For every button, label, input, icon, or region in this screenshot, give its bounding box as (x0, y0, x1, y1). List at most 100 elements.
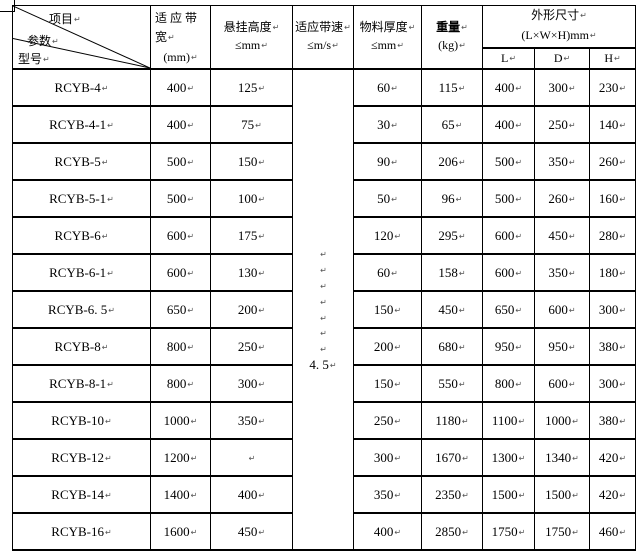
paragraph-mark: ↵ (619, 231, 627, 241)
paragraph-mark: ↵ (258, 379, 266, 389)
bandwidth-cell-value: 1200 (163, 449, 190, 465)
hang-height-cell: 200↵ (210, 290, 293, 329)
bandwidth-cell-value: 500 (166, 153, 187, 169)
dim-h-cell: 140↵ (588, 105, 637, 144)
thickness-cell: 50↵ (353, 179, 422, 218)
paragraph-mark: ↵ (515, 194, 523, 204)
dim-l-cell: 1750↵ (482, 512, 535, 551)
thickness-cell-value: 400 (373, 523, 394, 539)
dim-h-cell: 280↵ (588, 216, 637, 255)
header-material-thickness: 物料厚度↵ ≤mm↵ (353, 5, 422, 70)
weight-cell: 96↵ (421, 179, 483, 218)
hang-height-cell-value: 175 (237, 227, 258, 243)
dim-h-cell-value: 160 (598, 190, 619, 206)
header-weight: 重量↵ (kg)↵ (421, 5, 483, 70)
dim-d-cell: 600↵ (534, 364, 590, 403)
hang-height-cell-value: 200 (237, 301, 258, 317)
dim-d-cell-value: 950 (548, 338, 568, 354)
weight-cell-value: 1670 (435, 449, 462, 465)
weight-cell-value: 680 (438, 338, 458, 354)
paragraph-mark: ↵ (187, 231, 195, 241)
paragraph-mark: ↵ (397, 41, 404, 50)
model-cell-value: RCYB-12 (51, 449, 105, 465)
blank-paragraph-line: ↵ (294, 310, 353, 326)
model-cell-value: RCYB-6. 5 (48, 301, 108, 317)
dim-d-cell-value: 1500 (545, 486, 572, 502)
weight-cell: 1670↵ (421, 438, 483, 477)
dim-l-cell-value: 1500 (491, 486, 518, 502)
dim-h-cell-value: 420 (598, 486, 619, 502)
paragraph-mark: ↵ (515, 83, 523, 93)
thickness-cell-value: 90 (377, 153, 391, 169)
paragraph-mark: ↵ (320, 329, 327, 339)
hang-height-cell: 130↵ (210, 253, 293, 292)
thickness-cell-value: 60 (377, 264, 391, 280)
paragraph-mark: ↵ (258, 305, 266, 315)
hang-height-cell-value: 450 (237, 523, 258, 539)
paragraph-mark: ↵ (187, 268, 195, 278)
paragraph-mark: ↵ (187, 379, 195, 389)
paragraph-mark: ↵ (572, 416, 579, 426)
dim-l-cell-value: 400 (494, 116, 515, 132)
paragraph-mark: ↵ (619, 416, 627, 426)
model-cell: RCYB-8↵ (12, 327, 151, 366)
paragraph-mark: ↵ (258, 231, 266, 241)
paragraph-mark: ↵ (391, 83, 398, 93)
table-row: RCYB-12↵ 1200↵ ↵ 300↵ 1670↵ 1300↵ 1340↵ 420↵ (12, 438, 637, 477)
paragraph-mark: ↵ (320, 297, 327, 307)
hang-height-cell: 100↵ (210, 179, 293, 218)
hang-height-cell: 125↵ (210, 68, 293, 107)
paragraph-mark: ↵ (408, 23, 416, 32)
paragraph-mark: ↵ (187, 342, 195, 352)
model-cell: RCYB-5↵ (12, 142, 151, 181)
paragraph-mark: ↵ (107, 194, 114, 204)
bandwidth-cell: 1000↵ (150, 401, 211, 440)
thickness-cell: 150↵ (353, 364, 422, 403)
thickness-cell: 120↵ (353, 216, 422, 255)
paragraph-mark: ↵ (518, 416, 526, 426)
paragraph-mark: ↵ (255, 120, 262, 130)
paragraph-mark: ↵ (462, 490, 469, 500)
weight-cell-value: 206 (438, 153, 458, 169)
hang-height-cell: 450↵ (210, 512, 293, 551)
bandwidth-cell-value: 400 (166, 116, 187, 132)
dim-h-cell: 380↵ (588, 327, 637, 366)
bandwidth-cell-value: 600 (166, 227, 187, 243)
dim-d-cell-value: 1750 (545, 523, 572, 539)
header-bandwidth-line1: 适 应 带 (155, 11, 198, 25)
table-row: RCYB-4-1↵ 400↵ 75↵ 30↵ 65↵ 400↵ 250↵ 140↵ (12, 105, 637, 144)
paragraph-mark: ↵ (258, 194, 266, 204)
paragraph-mark: ↵ (190, 53, 198, 62)
bandwidth-cell-value: 650 (166, 301, 187, 317)
dim-l-cell-value: 600 (494, 264, 515, 280)
spec-table: 项目↵ 参数↵ 型号↵ 适 应 带 宽↵ (mm)↵ 悬挂高度↵ ≤mm↵ 适应… (12, 4, 637, 551)
model-cell-value: RCYB-5 (54, 153, 101, 169)
dim-l-cell: 600↵ (482, 216, 535, 255)
paragraph-mark: ↵ (258, 83, 266, 93)
paragraph-mark: ↵ (458, 157, 466, 167)
paragraph-mark: ↵ (458, 379, 466, 389)
hang-height-cell-value: 130 (237, 264, 258, 280)
paragraph-mark: ↵ (190, 416, 198, 426)
model-cell-value: RCYB-10 (51, 412, 105, 428)
model-cell: RCYB-12↵ (12, 438, 151, 477)
model-cell: RCYB-14↵ (12, 475, 151, 514)
paragraph-mark: ↵ (518, 527, 526, 537)
table-row: RCYB-4↵ 400↵ 125↵ ↵ ↵ ↵ ↵ ↵ ↵ ↵ 4. 5↵ 60↵ 115↵ 400↵ 30… (12, 68, 637, 551)
table-row: RCYB-6↵ 600↵ 175↵ 120↵ 295↵ 600↵ 450↵ 280↵ (12, 216, 637, 255)
hang-height-cell-value: 125 (237, 79, 258, 95)
paragraph-mark: ↵ (619, 268, 627, 278)
paragraph-mark: ↵ (568, 83, 576, 93)
paragraph-mark: ↵ (461, 416, 469, 426)
hang-height-cell: 75↵ (210, 105, 293, 144)
model-cell-value: RCYB-6-1 (49, 264, 107, 280)
dim-h-cell: 380↵ (588, 401, 637, 440)
paragraph-mark: ↵ (515, 157, 523, 167)
weight-cell-value: 96 (441, 190, 455, 206)
dim-d-cell-value: 300 (548, 79, 568, 95)
paragraph-mark: ↵ (187, 305, 195, 315)
weight-cell: 2350↵ (421, 475, 483, 514)
dim-h-cell-value: 460 (598, 523, 619, 539)
paragraph-mark: ↵ (320, 345, 327, 355)
thickness-cell: 400↵ (353, 512, 422, 551)
